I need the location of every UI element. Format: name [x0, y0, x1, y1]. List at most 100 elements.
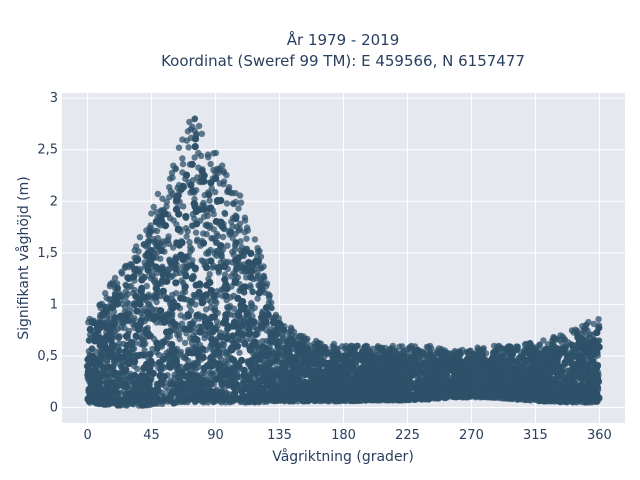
data-point [164, 236, 172, 243]
data-point [154, 190, 162, 198]
data-point [179, 155, 186, 162]
data-point [202, 306, 210, 313]
data-point [200, 230, 207, 237]
data-point [186, 118, 193, 126]
data-point [181, 339, 189, 347]
data-point [248, 299, 255, 307]
data-point [203, 250, 210, 257]
data-point [586, 331, 594, 338]
data-point [569, 342, 576, 349]
data-point [247, 273, 255, 281]
data-point [192, 229, 200, 236]
data-point [188, 274, 196, 283]
data-point [140, 342, 147, 349]
data-point [434, 348, 441, 355]
data-point [169, 291, 176, 299]
data-point [188, 160, 196, 168]
data-point [145, 238, 152, 245]
data-point [236, 192, 244, 199]
data-point [190, 291, 197, 299]
data-point [254, 245, 261, 252]
data-point [223, 200, 231, 207]
data-point [260, 273, 267, 281]
data-point [230, 200, 237, 208]
data-point [208, 235, 215, 242]
data-point [229, 234, 236, 242]
data-point [590, 320, 597, 328]
data-points [84, 115, 603, 409]
data-point [166, 266, 173, 273]
data-point [199, 239, 208, 247]
data-point [595, 316, 602, 323]
data-point [205, 154, 212, 161]
data-point [137, 287, 145, 295]
data-point [146, 301, 153, 308]
data-point [225, 184, 233, 191]
data-point [198, 130, 206, 137]
data-point [113, 284, 121, 292]
data-point [568, 327, 576, 334]
data-point [92, 348, 100, 355]
data-point [220, 181, 227, 188]
data-point [425, 344, 432, 351]
data-point [392, 347, 399, 354]
data-point [111, 274, 119, 282]
data-point [175, 331, 183, 338]
data-point [113, 300, 121, 308]
data-point [236, 349, 243, 356]
data-point [185, 144, 192, 151]
data-point [206, 197, 213, 204]
data-point [228, 229, 235, 236]
data-point [251, 236, 259, 243]
data-point [227, 302, 234, 310]
data-point [122, 281, 129, 289]
data-point [184, 128, 192, 135]
data-point [121, 264, 128, 272]
data-point [219, 233, 227, 241]
data-point [196, 328, 204, 336]
data-point [254, 295, 261, 302]
data-point [172, 165, 179, 173]
data-point [265, 294, 273, 301]
data-point [241, 289, 248, 296]
data-point [171, 374, 178, 382]
data-point [223, 348, 230, 355]
data-point [207, 179, 215, 187]
data-point [456, 348, 463, 355]
data-point [235, 227, 243, 234]
data-point [229, 223, 236, 230]
data-point [166, 193, 173, 201]
data-point [235, 205, 242, 212]
data-point [207, 160, 214, 168]
data-point [263, 280, 271, 287]
data-point [183, 233, 190, 240]
data-point [221, 209, 228, 217]
data-point [148, 273, 155, 280]
data-point [206, 270, 213, 278]
data-point [96, 359, 104, 367]
data-point [556, 336, 563, 344]
data-point [211, 250, 219, 258]
data-point [188, 298, 195, 305]
data-point [130, 302, 138, 309]
data-point [219, 162, 226, 169]
data-point [191, 143, 199, 151]
data-point [159, 238, 166, 245]
data-point [574, 327, 581, 335]
data-point [177, 312, 184, 319]
data-point [258, 264, 265, 272]
data-point [154, 234, 161, 242]
data-point [503, 350, 510, 357]
data-point [85, 337, 93, 344]
data-point [179, 160, 187, 168]
data-point [212, 149, 220, 157]
data-point [193, 238, 201, 245]
data-point [206, 369, 213, 376]
data-point [230, 251, 237, 258]
data-point [153, 298, 160, 306]
data-point [208, 345, 216, 352]
data-point [177, 294, 185, 302]
data-point [238, 268, 246, 275]
data-point [242, 341, 249, 348]
